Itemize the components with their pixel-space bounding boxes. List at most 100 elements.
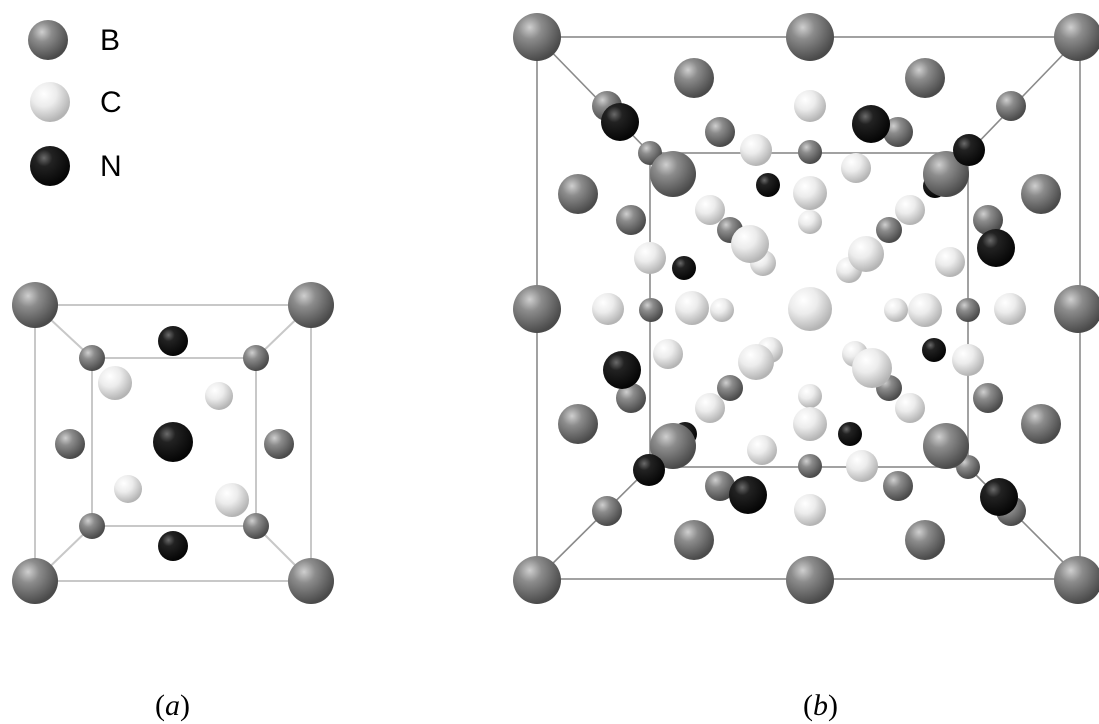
b-atom	[650, 151, 696, 197]
c-atom	[952, 344, 984, 376]
b-atom	[592, 496, 622, 526]
legend: B C N	[28, 20, 122, 186]
n-atom	[980, 478, 1018, 516]
b-atom	[513, 285, 561, 333]
c-atom	[695, 195, 725, 225]
n-atom	[158, 531, 188, 561]
b-atom	[639, 298, 663, 322]
n-atom	[633, 454, 665, 486]
c-atom	[675, 291, 709, 325]
c-atom	[695, 393, 725, 423]
legend-item-n: N	[30, 146, 122, 186]
b-atom	[674, 520, 714, 560]
c-atom	[841, 153, 871, 183]
c-atom	[884, 298, 908, 322]
b-atom-icon	[28, 20, 68, 60]
panel-b-edge	[536, 466, 651, 580]
c-atom	[710, 298, 734, 322]
b-atom	[288, 558, 334, 604]
panel-a-atoms	[12, 282, 334, 604]
n-atom	[153, 422, 193, 462]
b-atom	[705, 117, 735, 147]
b-atom	[876, 217, 902, 243]
c-atom	[852, 348, 892, 388]
n-atom	[977, 229, 1015, 267]
c-atom	[793, 176, 827, 210]
n-atom	[729, 476, 767, 514]
b-atom	[905, 520, 945, 560]
b-atom	[1021, 404, 1061, 444]
b-atom	[923, 423, 969, 469]
c-atom	[794, 494, 826, 526]
c-atom	[908, 293, 942, 327]
b-atom	[1021, 174, 1061, 214]
c-atom	[895, 393, 925, 423]
n-atom-icon	[30, 146, 70, 186]
b-atom	[243, 513, 269, 539]
panel-a: (a)	[12, 282, 334, 722]
c-atom	[634, 242, 666, 274]
legend-item-b: B	[28, 20, 120, 60]
c-atom	[215, 483, 249, 517]
b-atom	[923, 151, 969, 197]
c-atom	[798, 210, 822, 234]
b-atom	[973, 205, 1003, 235]
b-atom	[79, 513, 105, 539]
n-atom	[158, 326, 188, 356]
b-atom	[616, 205, 646, 235]
c-atom-icon	[30, 82, 70, 122]
legend-label-n: N	[100, 150, 122, 183]
c-atom	[994, 293, 1026, 325]
b-atom	[1054, 13, 1099, 61]
b-atom	[650, 423, 696, 469]
b-atom	[513, 556, 561, 604]
legend-item-c: C	[30, 82, 122, 122]
b-atom	[558, 404, 598, 444]
c-atom	[653, 339, 683, 369]
b-atom	[558, 174, 598, 214]
c-atom	[846, 450, 878, 482]
c-atom	[747, 435, 777, 465]
b-atom	[798, 140, 822, 164]
b-atom	[288, 282, 334, 328]
b-atom	[956, 298, 980, 322]
n-atom	[601, 103, 639, 141]
b-atom	[243, 345, 269, 371]
b-atom	[79, 345, 105, 371]
b-atom	[674, 58, 714, 98]
b-atom	[786, 13, 834, 61]
c-atom	[740, 134, 772, 166]
c-atom	[794, 90, 826, 122]
b-atom	[798, 454, 822, 478]
c-atom	[731, 225, 769, 263]
n-atom	[838, 422, 862, 446]
b-atom	[12, 282, 58, 328]
c-atom	[114, 475, 142, 503]
panel-a-inner-square	[91, 357, 257, 527]
b-atom	[513, 13, 561, 61]
b-atom	[705, 471, 735, 501]
n-atom	[672, 256, 696, 280]
b-atom	[883, 117, 913, 147]
legend-label-b: B	[100, 24, 120, 57]
n-atom	[922, 338, 946, 362]
c-atom	[205, 382, 233, 410]
n-atom	[756, 173, 780, 197]
c-atom	[935, 247, 965, 277]
c-atom	[793, 407, 827, 441]
b-atom	[996, 91, 1026, 121]
b-atom	[717, 375, 743, 401]
n-atom	[852, 105, 890, 143]
c-atom	[788, 287, 832, 331]
panel-b-caption: (b)	[803, 689, 838, 722]
b-atom	[973, 383, 1003, 413]
c-atom	[98, 366, 132, 400]
c-atom	[848, 236, 884, 272]
c-atom	[798, 384, 822, 408]
panel-b-edge	[967, 36, 1081, 154]
c-atom	[592, 293, 624, 325]
b-atom	[55, 429, 85, 459]
n-atom	[953, 134, 985, 166]
panel-a-outer-square	[34, 304, 312, 582]
